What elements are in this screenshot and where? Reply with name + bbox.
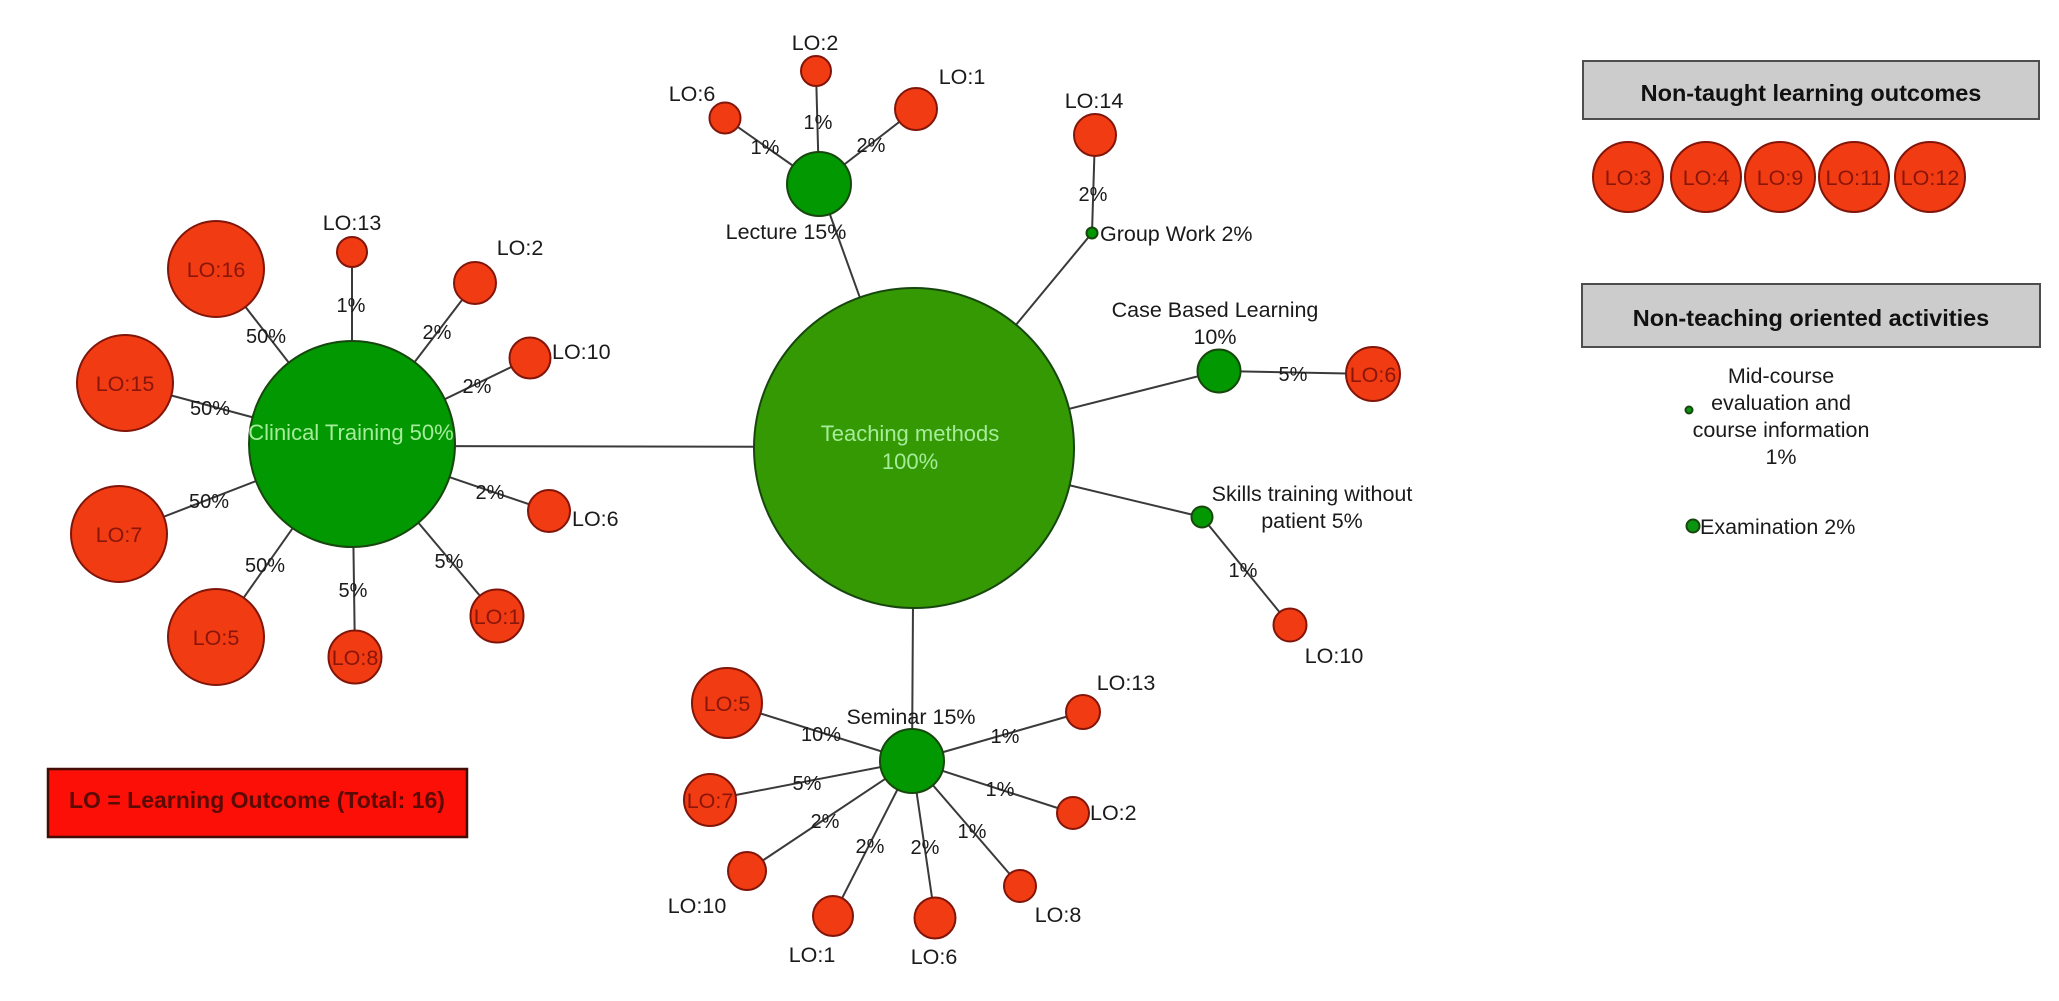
- svg-text:Lecture 15%: Lecture 15%: [726, 220, 847, 244]
- svg-text:LO:15: LO:15: [96, 372, 155, 396]
- svg-text:2%: 2%: [857, 135, 886, 157]
- svg-text:LO:8: LO:8: [1035, 903, 1082, 927]
- svg-text:10%: 10%: [801, 724, 841, 746]
- svg-text:LO:2: LO:2: [1090, 801, 1137, 825]
- svg-text:10%: 10%: [1193, 325, 1236, 349]
- svg-text:LO:6: LO:6: [572, 507, 619, 531]
- svg-text:Non-taught learning outcomes: Non-taught learning outcomes: [1641, 80, 1982, 106]
- svg-text:LO:5: LO:5: [704, 692, 751, 716]
- svg-text:LO = Learning Outcome (Total:: LO = Learning Outcome (Total: 16): [69, 787, 445, 813]
- svg-text:LO:12: LO:12: [1901, 166, 1960, 190]
- svg-text:LO:10: LO:10: [552, 340, 611, 364]
- svg-text:Skills training without: Skills training without: [1212, 482, 1413, 506]
- svg-text:2%: 2%: [911, 837, 940, 859]
- svg-text:1%: 1%: [1229, 560, 1258, 582]
- svg-text:LO:6: LO:6: [1350, 363, 1397, 387]
- svg-text:LO:11: LO:11: [1826, 166, 1883, 190]
- svg-text:5%: 5%: [435, 551, 464, 573]
- svg-text:Case Based Learning: Case Based Learning: [1112, 298, 1319, 322]
- svg-text:Non-teaching oriented activiti: Non-teaching oriented activities: [1633, 305, 1989, 331]
- svg-text:50%: 50%: [190, 398, 230, 420]
- svg-text:Mid-course: Mid-course: [1728, 364, 1834, 388]
- svg-text:1%: 1%: [991, 726, 1020, 748]
- svg-text:2%: 2%: [423, 322, 452, 344]
- svg-text:5%: 5%: [1279, 364, 1308, 386]
- svg-text:Examination 2%: Examination 2%: [1700, 515, 1855, 539]
- svg-text:LO:6: LO:6: [911, 945, 958, 969]
- svg-text:LO:7: LO:7: [96, 523, 143, 547]
- svg-text:LO:1: LO:1: [789, 943, 836, 967]
- svg-text:LO:4: LO:4: [1683, 166, 1730, 190]
- svg-text:2%: 2%: [476, 482, 505, 504]
- svg-text:Clinical Training 50%: Clinical Training 50%: [248, 420, 453, 445]
- svg-text:LO:10: LO:10: [1305, 644, 1364, 668]
- svg-text:course information: course information: [1693, 418, 1870, 442]
- svg-text:2%: 2%: [811, 811, 840, 833]
- svg-text:LO:5: LO:5: [193, 626, 240, 650]
- svg-text:evaluation and: evaluation and: [1711, 391, 1851, 415]
- svg-text:LO:1: LO:1: [474, 605, 521, 629]
- svg-text:Seminar 15%: Seminar 15%: [846, 705, 975, 729]
- svg-text:5%: 5%: [339, 580, 368, 602]
- svg-text:2%: 2%: [1079, 184, 1108, 206]
- svg-text:LO:8: LO:8: [332, 646, 379, 670]
- svg-text:1%: 1%: [986, 779, 1015, 801]
- svg-text:50%: 50%: [189, 491, 229, 513]
- svg-text:LO:9: LO:9: [1757, 166, 1804, 190]
- svg-text:LO:14: LO:14: [1065, 89, 1124, 113]
- svg-text:LO:10: LO:10: [668, 894, 727, 918]
- svg-text:LO:7: LO:7: [687, 789, 734, 813]
- svg-text:patient 5%: patient 5%: [1261, 509, 1363, 533]
- svg-text:1%: 1%: [751, 137, 780, 159]
- svg-text:50%: 50%: [246, 326, 286, 348]
- svg-text:LO:3: LO:3: [1605, 166, 1652, 190]
- svg-text:1%: 1%: [1765, 445, 1796, 469]
- svg-text:5%: 5%: [793, 773, 822, 795]
- svg-text:1%: 1%: [337, 295, 366, 317]
- svg-text:Teaching methods: Teaching methods: [821, 421, 1000, 446]
- svg-text:LO:13: LO:13: [1097, 671, 1156, 695]
- svg-text:LO:2: LO:2: [792, 31, 839, 55]
- svg-text:LO:16: LO:16: [187, 258, 246, 282]
- svg-text:2%: 2%: [856, 836, 885, 858]
- svg-text:Group Work 2%: Group Work 2%: [1100, 222, 1253, 246]
- svg-text:100%: 100%: [882, 449, 938, 474]
- svg-text:LO:13: LO:13: [323, 211, 382, 235]
- svg-text:LO:6: LO:6: [669, 82, 716, 106]
- svg-text:LO:2: LO:2: [497, 236, 544, 260]
- svg-text:LO:1: LO:1: [939, 65, 986, 89]
- svg-text:50%: 50%: [245, 555, 285, 577]
- svg-text:1%: 1%: [804, 112, 833, 134]
- svg-text:1%: 1%: [958, 821, 987, 843]
- svg-text:2%: 2%: [463, 376, 492, 398]
